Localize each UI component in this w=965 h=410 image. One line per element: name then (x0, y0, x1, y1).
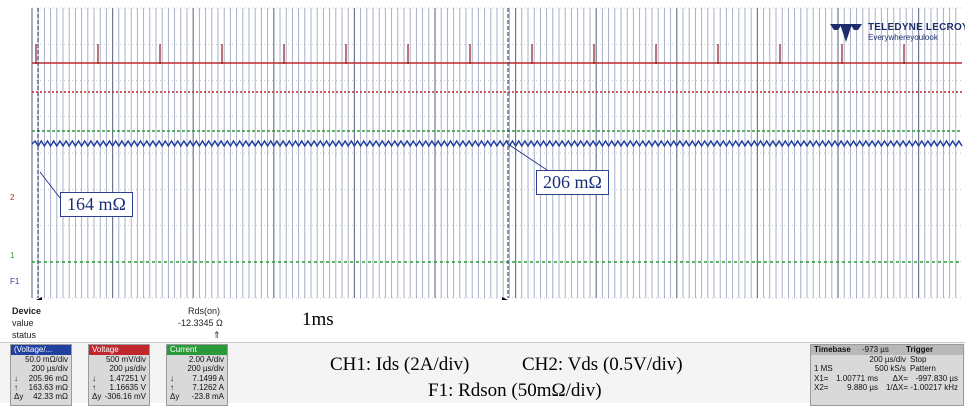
timebase-delay: -973 µs (862, 345, 889, 354)
channel-row-value: 500 mV/div (105, 355, 146, 364)
channel-row-value: 1.47251 V (109, 373, 146, 383)
channel-row-value: 205.96 mΩ (28, 373, 68, 383)
channel-row: Δy -306.16 mV (89, 392, 149, 401)
channel-row: ↓ 205.96 mΩ (11, 374, 71, 383)
f1-trace (31, 139, 963, 148)
channel-row-value: 1.16635 V (109, 382, 146, 392)
channel-row: 2.00 A/div (167, 355, 227, 364)
trigger-mode: Pattern (910, 364, 936, 374)
tb-r1-a: 1 MS (814, 364, 833, 374)
channel-name: Voltage (89, 345, 149, 355)
trigger-state: Stop (910, 355, 927, 364)
channel-row: ↑ 7.1262 A (167, 383, 227, 392)
callout-left-leader (39, 171, 61, 199)
channel-row-label: ↓ (92, 373, 96, 383)
f1-marker: F1 (10, 277, 20, 286)
trigger-title: Trigger (906, 345, 934, 354)
channel-row-label: Δy (14, 392, 24, 402)
tb-r0-b: 200 µs/div (869, 355, 906, 364)
cursor-dx-label: ΔX= (892, 373, 908, 383)
channel-row: 500 mV/div (89, 355, 149, 364)
logo-tagline: Everywhereyoulook (868, 33, 938, 42)
cursor-x1-label: X1= (814, 373, 829, 383)
timebase-trigger-panel[interactable]: Timebase -973 µs Trigger 200 µs/div Stop … (810, 344, 964, 406)
meas-param-status: ⇑ (213, 330, 221, 340)
ch1-marker: 1 (10, 251, 15, 260)
meas-row-status: status (12, 330, 37, 340)
channel-box-f1[interactable]: (Voltage/... 50.0 mΩ/div 200 µs/div ↓ 205.96… (10, 344, 72, 406)
scope-display: 2 1 F1 TELEDYNE LECROY Everywhereyoulook 1… (10, 7, 965, 300)
channel-box-c2[interactable]: Voltage 500 mV/div 200 µs/div ↓ 1.47251 V ↑ 1.… (88, 344, 150, 406)
channel-row-label: ↓ (14, 373, 18, 383)
callout-right-leader (507, 143, 551, 173)
meas-param-name[interactable]: Rds(on) (188, 306, 221, 316)
tb-r1-b: 500 kS/s (874, 364, 906, 374)
channel-row: 50.0 mΩ/div (11, 355, 71, 364)
cursor-dx-value: -997.830 µs (915, 373, 958, 383)
channel-row-value: -23.8 mA (191, 392, 224, 402)
legend-f1: F1: Rdson (50mΩ/div) (428, 380, 602, 401)
ch2-marker: 2 (10, 193, 15, 202)
channel-row: Δy -23.8 mA (167, 392, 227, 401)
channel-row-label: ↓ (170, 373, 174, 383)
channel-row: 200 µs/div (89, 364, 149, 373)
legend-ch1: CH1: Ids (2A/div) (330, 354, 470, 375)
cursor-x1-value: 1.00771 ms (836, 373, 878, 383)
channel-row: ↓ 1.47251 V (89, 374, 149, 383)
channel-name: Current (167, 345, 227, 355)
meas-param-value: -12.3345 Ω (178, 318, 223, 328)
channel-row: ↑ 1.16635 V (89, 383, 149, 392)
channel-row-label: ↑ (92, 382, 96, 392)
tb-r0-a (814, 355, 844, 364)
channel-row: Δy 42.33 mΩ (11, 392, 71, 401)
meas-row-device: Device (12, 306, 42, 316)
channel-row-value: 163.63 mΩ (28, 382, 68, 392)
channel-row-value: 42.33 mΩ (33, 392, 68, 402)
logo-brand: TELEDYNE LECROY (868, 22, 965, 33)
channel-row-value: 50.0 mΩ/div (25, 355, 68, 364)
channel-row-value: 200 µs/div (187, 364, 224, 374)
channel-row-value: -306.16 mV (104, 392, 146, 402)
channel-row: ↑ 163.63 mΩ (11, 383, 71, 392)
channel-row-label: Δy (170, 392, 180, 402)
meas-row-value: value (12, 318, 34, 328)
waveform-grid: 2 1 F1 (10, 7, 963, 300)
channel-box-c1[interactable]: Current 2.00 A/div 200 µs/div ↓ 7.1499 A ↑ 7.1… (166, 344, 228, 406)
channel-name: (Voltage/... (11, 345, 71, 355)
timebase-title: Timebase (814, 345, 851, 354)
span-label: 1ms (302, 309, 334, 330)
channel-row-value: 7.1262 A (192, 382, 224, 392)
span-arrow-right-head (502, 297, 508, 300)
bottom-panel (0, 342, 965, 403)
channel-row: ↓ 7.1499 A (167, 374, 227, 383)
channel-row-label: ↑ (170, 382, 174, 392)
channel-row-label: Δy (92, 392, 102, 402)
channel-row: 200 µs/div (167, 364, 227, 373)
cursor-inv-value: -1.00217 kHz (910, 382, 958, 392)
channel-row-value: 7.1499 A (192, 373, 224, 383)
callout-right: 206 mΩ (536, 170, 609, 195)
channel-row-value: 200 µs/div (109, 364, 146, 374)
callout-left: 164 mΩ (60, 192, 133, 217)
teledyne-lecroy-logo: TELEDYNE LECROY Everywhereyoulook (828, 20, 965, 46)
channel-row: 200 µs/div (11, 364, 71, 373)
cursor-inv-label: 1/ΔX= (885, 382, 908, 392)
channel-row-label: ↑ (14, 382, 18, 392)
logo-icon (830, 24, 862, 42)
legend-ch2: CH2: Vds (0.5V/div) (522, 354, 683, 375)
channel-row-value: 200 µs/div (31, 364, 68, 374)
cursor-x2-label: X2= (814, 382, 829, 392)
cursor-x2-value: 9.880 µs (847, 382, 878, 392)
channel-row-value: 2.00 A/div (188, 355, 224, 364)
span-arrow-left-head (36, 297, 42, 300)
